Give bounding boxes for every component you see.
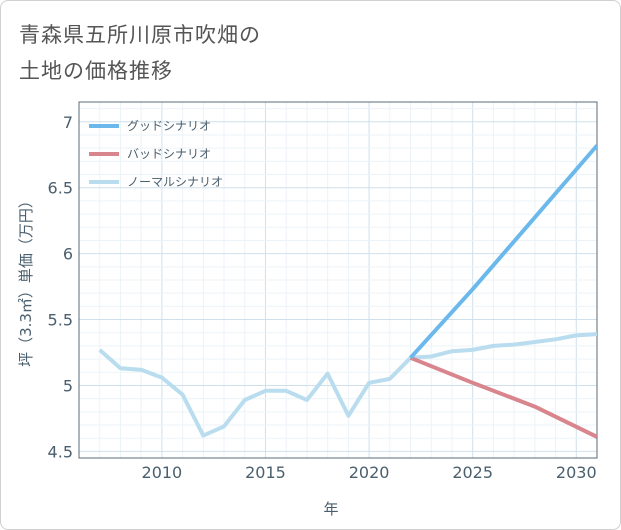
series-line-bad <box>409 355 597 439</box>
x-tick-label: 2030 <box>556 463 597 482</box>
x-tick-label: 2020 <box>349 463 390 482</box>
y-tick-label: 5 <box>63 376 73 395</box>
legend-label-bad: バッドシナリオ <box>127 147 211 161</box>
x-tick-label: 2025 <box>452 463 493 482</box>
legend-label-good: グッドシナリオ <box>127 119 211 133</box>
chart-title-line-1: 青森県五所川原市吹畑の <box>19 23 261 47</box>
chart-title-line-2: 土地の価格推移 <box>19 59 173 83</box>
x-tick-labels: 2010 2015 2020 2025 2030 <box>142 463 597 482</box>
y-tick-labels: 4.5 5 5.5 6 6.5 7 <box>48 113 73 462</box>
y-tick-label: 6.5 <box>48 179 73 198</box>
y-tick-label: 7 <box>63 113 73 132</box>
x-axis-label: 年 <box>323 500 338 518</box>
y-axis-label: 坪（3.3㎡）単価（万円） <box>17 193 35 367</box>
chart-title: 青森県五所川原市吹畑の 土地の価格推移 <box>19 17 261 89</box>
y-tick-label: 5.5 <box>48 311 73 330</box>
x-tick-label: 2015 <box>245 463 286 482</box>
y-tick-label: 6 <box>63 245 73 264</box>
series-line-good <box>409 144 597 360</box>
x-tick-label: 2010 <box>142 463 183 482</box>
plot-frame <box>78 101 598 459</box>
y-tick-label: 4.5 <box>48 442 73 461</box>
series-line-normal <box>98 332 597 438</box>
series-lines <box>98 144 597 439</box>
legend-label-normal: ノーマルシナリオ <box>127 175 223 189</box>
